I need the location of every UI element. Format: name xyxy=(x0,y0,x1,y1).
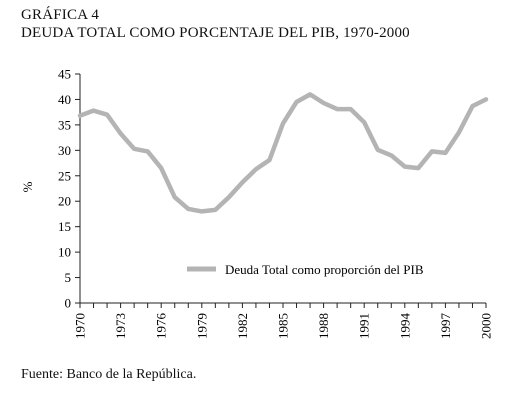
x-tick-label: 1979 xyxy=(194,313,209,339)
y-tick-label: 35 xyxy=(58,117,71,132)
source-note: Fuente: Banco de la República. xyxy=(21,367,197,382)
y-tick-label: 20 xyxy=(58,194,71,209)
x-tick-label: 2000 xyxy=(479,313,494,339)
legend: Deuda Total como proporción del PIB xyxy=(187,262,424,277)
y-tick-label: 0 xyxy=(65,296,72,311)
y-tick-label: 40 xyxy=(58,92,71,107)
y-tick-label: 15 xyxy=(58,219,71,234)
x-tick-label: 1988 xyxy=(316,313,331,339)
x-tick-label: 1976 xyxy=(154,313,169,340)
x-tick-label: 1973 xyxy=(113,313,128,339)
y-tick-label: 5 xyxy=(65,270,72,285)
y-axis-label: % xyxy=(20,181,35,192)
figure-heading: GRÁFICA 4 DEUDA TOTAL COMO PORCENTAJE DE… xyxy=(21,6,410,42)
y-tick-label: 30 xyxy=(58,143,71,158)
figure-title: DEUDA TOTAL COMO PORCENTAJE DEL PIB, 197… xyxy=(21,25,410,41)
x-tick-label: 1997 xyxy=(438,313,453,340)
y-tick-label: 45 xyxy=(58,67,71,82)
x-tick-label: 1991 xyxy=(357,313,372,339)
y-tick-label: 25 xyxy=(58,168,71,183)
legend-label: Deuda Total como proporción del PIB xyxy=(225,262,424,277)
figure-label: GRÁFICA 4 xyxy=(21,7,100,23)
x-tick-label: 1985 xyxy=(276,313,291,339)
y-tick-group: 0 5 10 15 20 25 30 35 40 45 xyxy=(58,67,80,311)
series-group xyxy=(77,92,489,214)
x-tick-label: 1970 xyxy=(73,313,88,339)
series-line xyxy=(77,92,489,214)
x-tick-label: 1994 xyxy=(397,313,412,340)
x-tick-group: 1970 1973 1976 1979 1982 1985 1988 1991 1994 1997… xyxy=(73,303,494,339)
x-tick-label: 1982 xyxy=(235,313,250,339)
y-tick-label: 10 xyxy=(58,245,71,260)
